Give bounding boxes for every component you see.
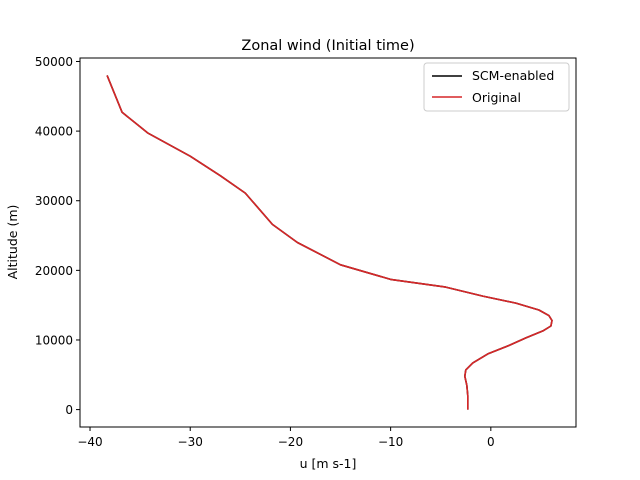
x-axis-label: u [m s-1] bbox=[300, 456, 357, 471]
legend-label-original: Original bbox=[472, 90, 521, 105]
x-tick-label: 0 bbox=[487, 435, 495, 449]
y-tick-label: 20000 bbox=[35, 264, 73, 278]
y-axis-ticks: 0 10000 20000 30000 40000 50000 bbox=[35, 55, 80, 417]
y-tick-label: 40000 bbox=[35, 125, 73, 139]
series-line-scm-enabled bbox=[106, 75, 553, 410]
y-tick-label: 50000 bbox=[35, 55, 73, 69]
y-tick-label: 0 bbox=[65, 403, 73, 417]
x-tick-label: −40 bbox=[77, 435, 102, 449]
series-layer bbox=[106, 75, 553, 410]
x-axis-ticks: −40 −30 −20 −10 0 bbox=[77, 427, 495, 449]
legend-box bbox=[423, 62, 570, 112]
chart-title: Zonal wind (Initial time) bbox=[241, 38, 414, 54]
legend: SCM-enabled Original bbox=[423, 62, 570, 112]
x-tick-label: −20 bbox=[278, 435, 303, 449]
x-tick-label: −30 bbox=[178, 435, 203, 449]
legend-label-scm-enabled: SCM-enabled bbox=[472, 68, 554, 83]
y-tick-label: 10000 bbox=[35, 333, 73, 347]
x-tick-label: −10 bbox=[378, 435, 403, 449]
y-tick-label: 30000 bbox=[35, 194, 73, 208]
plot-frame bbox=[79, 57, 577, 428]
y-axis-label: Altitude (m) bbox=[5, 205, 20, 280]
series-line-original bbox=[106, 75, 553, 410]
